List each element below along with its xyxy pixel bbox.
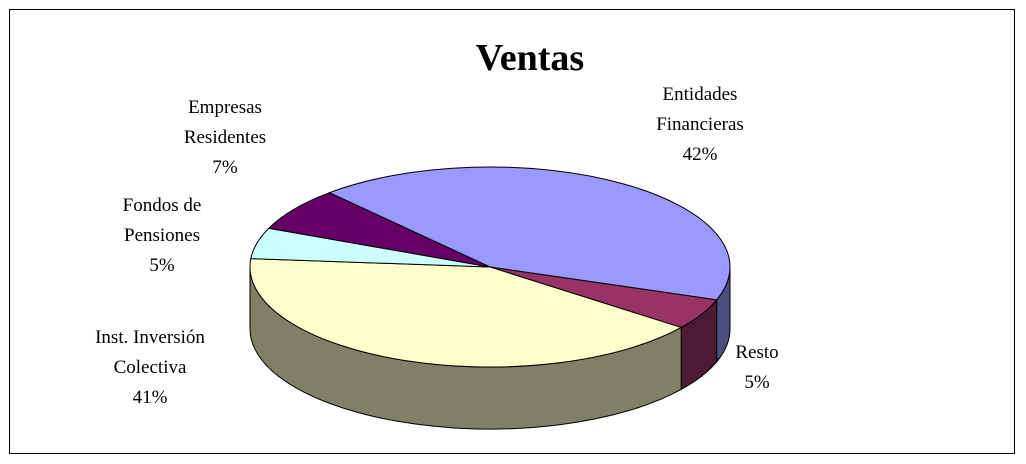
pie-slice	[267, 192, 491, 268]
category-name: Empresas Residentes	[183, 97, 267, 148]
pie-slice	[249, 258, 683, 368]
pie-slice	[328, 166, 731, 301]
category-name: Resto	[735, 342, 779, 363]
category-name: Entidades Financieras	[656, 84, 744, 135]
chart-title: Ventas	[475, 37, 585, 79]
value-label: 42%	[682, 144, 718, 165]
value-label: 41%	[132, 387, 168, 408]
value-label: 5%	[149, 255, 175, 276]
slice-label: Resto 5%	[717, 338, 797, 398]
slice-label: Inst. Inversión Colectiva 41%	[60, 323, 240, 413]
slice-label: Empresas Residentes 7%	[155, 93, 295, 183]
slice-label: Fondos de Pensiones 5%	[97, 191, 227, 281]
slice-label: Entidades Financieras 42%	[625, 80, 775, 170]
value-label: 7%	[212, 157, 238, 178]
chart-frame	[9, 9, 1015, 454]
value-label: 5%	[744, 372, 770, 393]
category-name: Inst. Inversión Colectiva	[95, 327, 205, 378]
category-name: Fondos de Pensiones	[122, 195, 202, 246]
